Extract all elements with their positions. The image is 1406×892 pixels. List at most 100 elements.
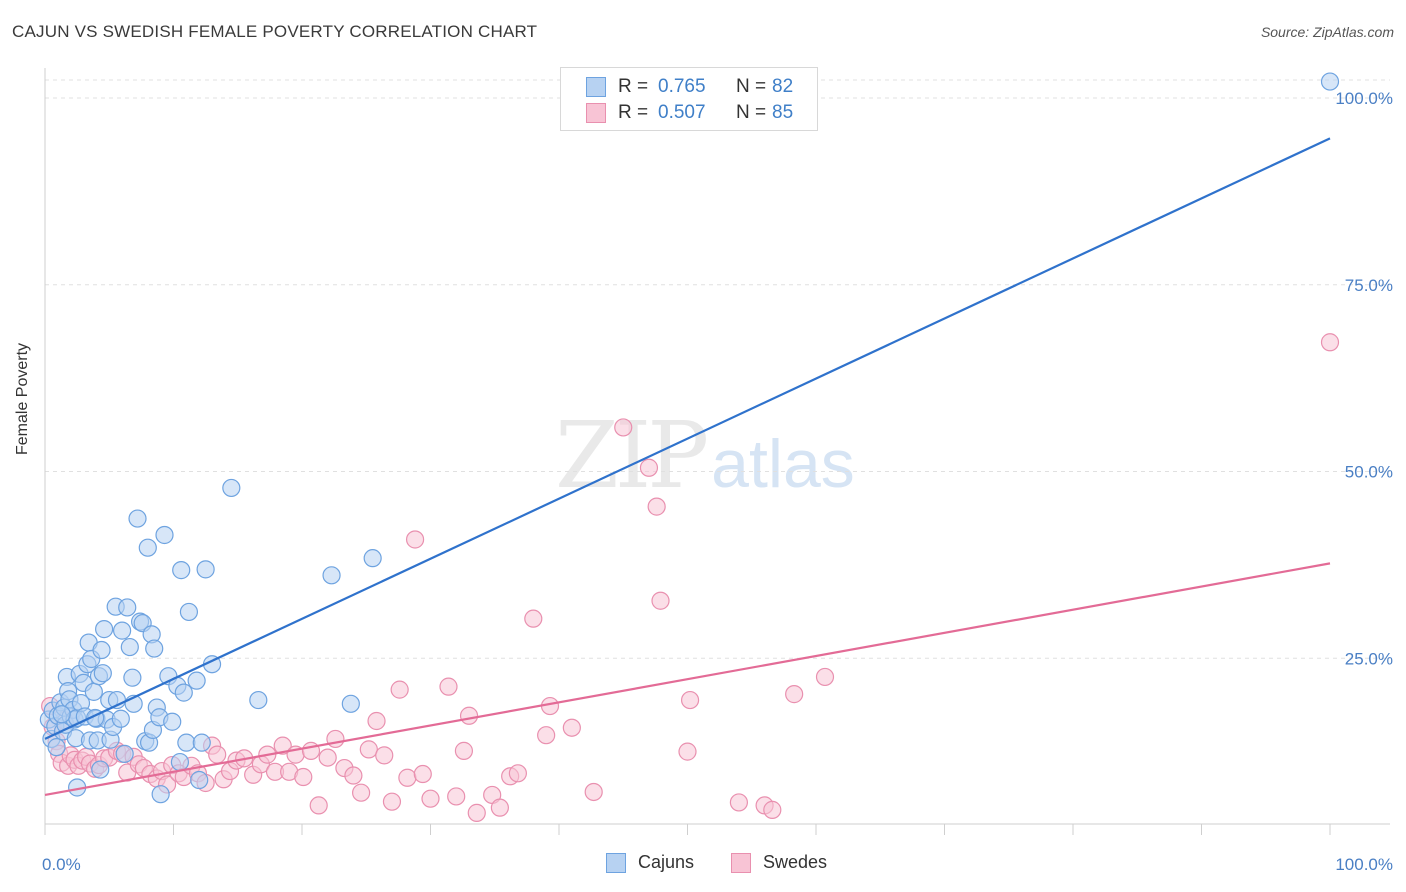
data-point-cajuns [174,683,193,702]
trendlines [44,137,1331,797]
data-point-swedes [359,740,378,759]
data-point-cajuns [112,621,132,640]
data-point-swedes [614,418,633,437]
axes [44,68,1390,835]
data-point-swedes [454,741,474,760]
data-point-cajuns [322,566,341,585]
data-point-swedes [584,782,603,802]
data-point-cajuns [192,733,211,752]
legend-r-label: R = [618,76,649,97]
data-point-swedes [421,789,440,808]
data-point-cajuns [170,752,190,772]
stats-legend: R = 0.765 N = 82 R = 0.507 N = 85 [560,67,818,131]
legend-item-swedes: Swedes [731,852,827,873]
tick-labels: 25.0% 50.0% 75.0% 100.0% 0.0% 100.0% [42,89,1393,874]
grid [45,79,1390,659]
legend-label-swedes: Swedes [763,852,828,872]
source-note: Source: ZipAtlas.com [1260,24,1394,40]
data-point-cajuns [120,637,139,657]
data-point-cajuns [84,682,103,701]
legend-label-cajuns: Cajuns [638,852,695,872]
data-point-cajuns [95,620,114,639]
legend-swatch-cajuns [606,852,626,873]
legend-n-value: 85 [772,102,794,123]
data-point-swedes [352,783,371,802]
data-point-swedes [763,800,782,819]
data-point-swedes [318,748,337,767]
chart-title: CAJUN VS SWEDISH FEMALE POVERTY CORRELAT… [12,22,538,41]
data-point-cajuns [138,538,157,557]
data-point-cajuns [177,733,196,752]
data-point-cajuns [118,598,137,617]
data-point-swedes [508,764,527,783]
data-point-cajuns [123,668,142,687]
data-point-cajuns [172,561,191,580]
data-point-cajuns [222,478,241,498]
data-point-cajuns [155,525,174,545]
data-point-cajuns [341,694,360,713]
data-point-swedes [490,798,509,817]
data-point-cajuns [93,664,112,683]
data-point-cajuns [128,509,147,528]
legend-r-value: 0.765 [658,76,706,97]
data-point-cajuns [52,705,71,724]
legend-r-value: 0.507 [658,102,706,123]
data-point-cajuns [249,690,268,710]
data-point-swedes [375,746,394,765]
watermark: ZIPatlas [555,402,855,509]
legend-swatch-swedes [731,852,751,873]
legend-n-value: 82 [772,76,794,97]
data-point-swedes [382,792,402,811]
data-point-swedes [208,745,227,764]
data-point-swedes [390,680,409,699]
data-point-swedes [680,690,700,710]
data-point-swedes [467,803,486,822]
watermark-atlas: atlas [711,426,855,502]
series-legend: Cajuns Swedes [0,852,1406,878]
data-point-swedes [678,742,697,761]
data-point-swedes [647,497,666,516]
data-point-swedes [273,736,292,755]
data-point-swedes [651,591,670,610]
legend-row-cajuns: R = 0.765 N = 82 [561,74,793,100]
data-point-cajuns [363,549,382,568]
x-tick-label: 100.0% [1335,855,1393,874]
data-point-swedes [367,711,386,731]
data-point-cajuns [92,640,111,660]
data-point-cajuns [91,760,110,779]
data-point-cajuns [163,712,182,731]
data-point-swedes [447,787,466,806]
trendline-cajuns [44,137,1331,740]
watermark-zip: ZIP [555,402,709,509]
data-point-swedes [398,768,417,787]
data-point-swedes [344,766,363,785]
data-point-cajuns [196,560,215,579]
y-tick-label: 100.0% [1335,89,1393,108]
data-point-swedes [326,729,345,749]
x-tick-label: 0.0% [42,855,81,874]
data-point-cajuns [1320,72,1340,91]
data-point-swedes [309,796,328,815]
data-point-swedes [405,530,425,549]
data-point-swedes [562,718,581,737]
data-point-cajuns [145,639,164,658]
legend-swatch-cajuns [586,77,606,97]
data-point-swedes [459,706,479,725]
legend-n-label: N = [736,76,767,97]
data-point-swedes [524,609,543,628]
series-cajuns [39,72,1340,804]
trendline-swedes [44,562,1331,797]
data-point-swedes [785,685,804,704]
y-tick-label: 75.0% [1345,276,1393,295]
legend-swatch-swedes [586,103,606,123]
y-axis-label: Female Poverty [14,342,31,455]
data-point-swedes [294,767,313,787]
legend-n-label: N = [736,102,767,123]
data-point-swedes [815,667,835,687]
data-point-cajuns [115,744,134,763]
series-swedes [41,333,1340,822]
data-point-swedes [1320,333,1340,352]
y-tick-label: 25.0% [1345,649,1393,668]
legend-item-cajuns: Cajuns [606,852,694,873]
